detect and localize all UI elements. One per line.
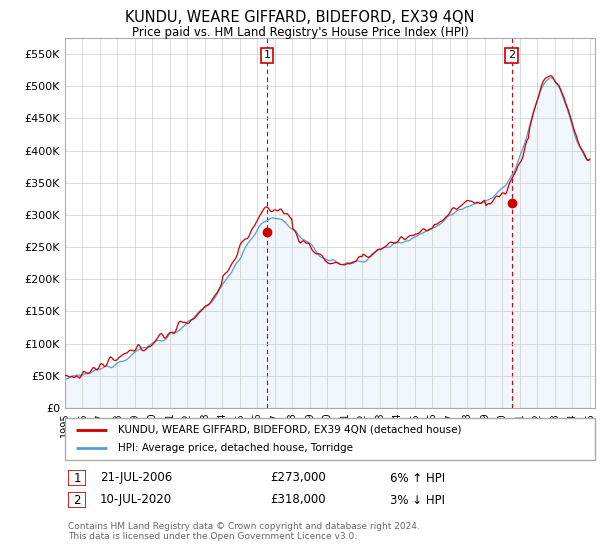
Text: Price paid vs. HM Land Registry's House Price Index (HPI): Price paid vs. HM Land Registry's House … bbox=[131, 26, 469, 39]
Text: 1: 1 bbox=[73, 472, 81, 484]
FancyBboxPatch shape bbox=[65, 418, 595, 460]
FancyBboxPatch shape bbox=[68, 492, 86, 508]
Text: 1: 1 bbox=[263, 50, 271, 60]
Text: 6% ↑ HPI: 6% ↑ HPI bbox=[390, 472, 445, 484]
Text: KUNDU, WEARE GIFFARD, BIDEFORD, EX39 4QN (detached house): KUNDU, WEARE GIFFARD, BIDEFORD, EX39 4QN… bbox=[118, 424, 461, 435]
Text: £318,000: £318,000 bbox=[270, 493, 326, 506]
Text: 3% ↓ HPI: 3% ↓ HPI bbox=[390, 493, 445, 506]
Text: 2: 2 bbox=[508, 50, 515, 60]
Text: £273,000: £273,000 bbox=[270, 472, 326, 484]
Text: 10-JUL-2020: 10-JUL-2020 bbox=[100, 493, 172, 506]
Text: 21-JUL-2006: 21-JUL-2006 bbox=[100, 472, 172, 484]
Text: KUNDU, WEARE GIFFARD, BIDEFORD, EX39 4QN: KUNDU, WEARE GIFFARD, BIDEFORD, EX39 4QN bbox=[125, 10, 475, 25]
FancyBboxPatch shape bbox=[68, 470, 86, 486]
Text: 2: 2 bbox=[73, 493, 81, 506]
Text: Contains HM Land Registry data © Crown copyright and database right 2024.
This d: Contains HM Land Registry data © Crown c… bbox=[68, 522, 420, 542]
Text: HPI: Average price, detached house, Torridge: HPI: Average price, detached house, Torr… bbox=[118, 444, 353, 453]
